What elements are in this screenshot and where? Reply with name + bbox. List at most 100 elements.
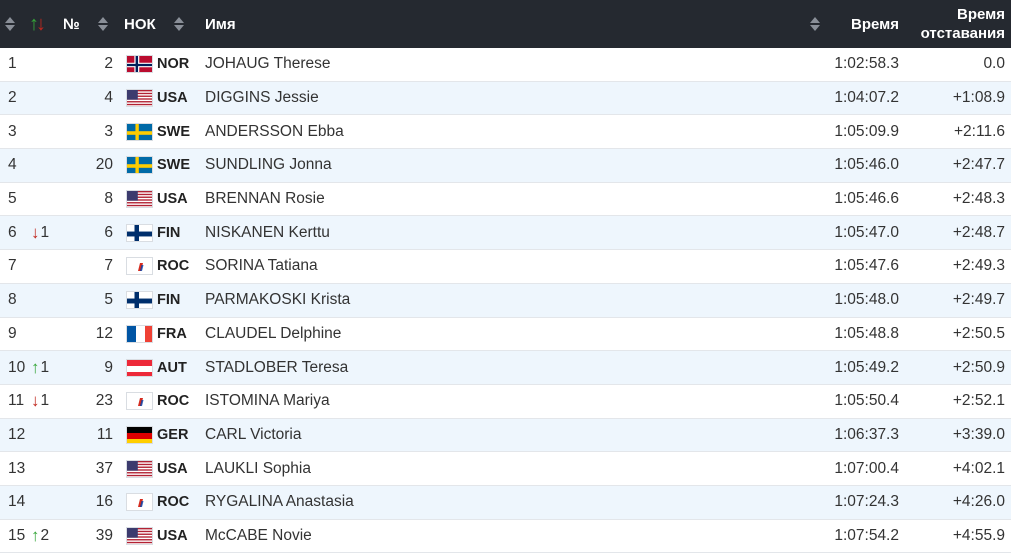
athlete-name-link[interactable]: STADLOBER Teresa: [205, 358, 349, 376]
rank-cell: 12: [8, 425, 26, 443]
arrow-down-icon: ↓: [31, 391, 40, 411]
time-cell: 1:05:09.9: [834, 122, 899, 140]
noc-cell: SWE: [157, 123, 191, 140]
time-cell: 1:07:00.4: [834, 459, 899, 477]
gap-cell: +2:49.7: [952, 291, 1005, 309]
sort-name-icon-button[interactable]: [810, 0, 820, 48]
athlete-name-link[interactable]: PARMAKOSKI Krista: [205, 291, 351, 309]
table-row[interactable]: 6 ↓ 1 6 FIN NISKANEN Kerttu 1:05:47.0 +2:48.7: [0, 216, 1011, 251]
time-cell: 1:06:37.3: [834, 425, 899, 443]
bib-cell: 2: [104, 55, 113, 73]
time-cell: 1:05:46.0: [834, 156, 899, 174]
athlete-name-link[interactable]: JOHAUG Therese: [205, 55, 331, 73]
rank-cell: 1: [8, 55, 17, 73]
bib-cell: 6: [104, 223, 113, 241]
time-header[interactable]: Время: [851, 0, 899, 48]
table-row[interactable]: 1 2 NOR JOHAUG Therese 1:02:58.3 0.0: [0, 48, 1011, 82]
athlete-name-link[interactable]: NISKANEN Kerttu: [205, 223, 330, 241]
sort-name-button[interactable]: Имя: [205, 0, 236, 48]
athlete-name-link[interactable]: RYGALINA Anastasia: [205, 493, 354, 511]
gap-cell: +2:49.3: [952, 257, 1005, 275]
table-row[interactable]: 12 11 GER CARL Victoria 1:06:37.3 +3:39.0: [0, 418, 1011, 453]
table-row[interactable]: 8 5 FIN PARMAKOSKI Krista 1:05:48.0 +2:49.7: [0, 283, 1011, 318]
gap-cell: +4:02.1: [952, 459, 1005, 477]
athlete-name-link[interactable]: SUNDLING Jonna: [205, 156, 332, 174]
table-row[interactable]: 3 3 SWE ANDERSSON Ebba 1:05:09.9 +2:11.6: [0, 115, 1011, 150]
noc-cell: FIN: [157, 224, 181, 241]
table-row[interactable]: 10 ↑ 1 9 AUT STADLOBER Teresa 1:05:49.2 +2:50.9: [0, 351, 1011, 385]
rank-cell: 5: [8, 190, 17, 208]
bib-cell: 20: [95, 156, 113, 174]
table-row[interactable]: 4 20 SWE SUNDLING Jonna 1:05:46.0 +2:47.7: [0, 149, 1011, 183]
time-cell: 1:05:47.6: [834, 257, 899, 275]
time-cell: 1:07:54.2: [834, 526, 899, 544]
gap-cell: +2:47.7: [952, 156, 1005, 174]
time-cell: 1:05:48.8: [834, 324, 899, 342]
gap-cell: +2:11.6: [954, 122, 1005, 140]
table-row[interactable]: 9 12 FRA CLAUDEL Delphine 1:05:48.8 +2:50.5: [0, 318, 1011, 352]
rank-change-value: 1: [40, 223, 50, 241]
flag-icon: [126, 149, 153, 182]
noc-cell: USA: [157, 460, 188, 477]
table-row[interactable]: 2 4 USA DIGGINS Jessie 1:04:07.2 +1:08.9: [0, 81, 1011, 116]
rank-cell: 3: [8, 122, 17, 140]
rank-change: ↓ 1: [31, 385, 49, 418]
bib-cell: 12: [95, 324, 113, 342]
time-cell: 1:02:58.3: [834, 55, 899, 73]
noc-cell: SWE: [157, 157, 191, 174]
gap-cell: +3:39.0: [952, 425, 1005, 443]
table-row[interactable]: 13 37 USA LAUKLI Sophia 1:07:00.4 +4:02.1: [0, 452, 1011, 486]
time-cell: 1:04:07.2: [834, 89, 899, 107]
noc-cell: ROC: [157, 393, 190, 410]
noc-cell: GER: [157, 426, 189, 443]
rank-change-value: 2: [40, 526, 50, 544]
athlete-name-link[interactable]: McCABE Novie: [205, 526, 312, 544]
athlete-name-link[interactable]: CARL Victoria: [205, 425, 302, 443]
sort-bib-button[interactable]: №: [63, 0, 108, 48]
table-row[interactable]: 11 ↓ 1 23 ROC ISTOMINA Mariya 1:05:50.4 +2:52.1: [0, 385, 1011, 419]
time-cell: 1:05:47.0: [834, 223, 899, 241]
bib-cell: 5: [104, 291, 113, 309]
gap-header[interactable]: Время отставания: [921, 0, 1005, 48]
table-row[interactable]: 7 7 ROC SORINA Tatiana 1:05:47.6 +2:49.3: [0, 250, 1011, 284]
gap-cell: +2:50.5: [952, 324, 1005, 342]
flag-icon: [126, 216, 153, 249]
gap-cell: +2:48.7: [952, 223, 1005, 241]
athlete-name-link[interactable]: BRENNAN Rosie: [205, 190, 325, 208]
table-row[interactable]: 14 16 ROC RYGALINA Anastasia 1:07:24.3 +4:26.…: [0, 485, 1011, 520]
table-row[interactable]: 5 8 USA BRENNAN Rosie 1:05:46.6 +2:48.3: [0, 183, 1011, 217]
athlete-name-link[interactable]: LAUKLI Sophia: [205, 459, 311, 477]
athlete-name-link[interactable]: ANDERSSON Ebba: [205, 122, 344, 140]
athlete-name-link[interactable]: SORINA Tatiana: [205, 257, 318, 275]
gap-cell: +4:55.9: [952, 526, 1005, 544]
sort-noc-button[interactable]: НОК: [124, 0, 184, 48]
rank-cell: 4: [8, 156, 17, 174]
noc-cell: FRA: [157, 325, 187, 342]
athlete-name-link[interactable]: CLAUDEL Delphine: [205, 324, 342, 342]
flag-icon: [126, 452, 153, 485]
bib-cell: 11: [96, 425, 113, 443]
flag-icon: [126, 250, 153, 283]
up-down-arrows-icon: ↑↓: [29, 12, 46, 35]
noc-cell: NOR: [157, 56, 190, 73]
noc-cell: ROC: [157, 258, 190, 275]
flag-icon: [126, 419, 153, 452]
change-column-header[interactable]: ↑↓: [29, 0, 46, 48]
rank-change: ↑ 1: [31, 351, 49, 384]
sort-icon: [5, 16, 15, 32]
noc-cell: USA: [157, 527, 188, 544]
noc-cell: FIN: [157, 292, 181, 309]
table-row[interactable]: 15 ↑ 2 39 USA McCABE Novie 1:07:54.2 +4:55.9: [0, 520, 1011, 553]
athlete-name-link[interactable]: ISTOMINA Mariya: [205, 392, 330, 410]
sort-rank-button[interactable]: [5, 0, 15, 48]
sort-icon: [173, 16, 184, 32]
rank-cell: 7: [8, 257, 17, 275]
noc-header-label: НОК: [124, 15, 156, 33]
flag-icon: [126, 183, 153, 216]
gap-cell: +2:52.1: [952, 392, 1005, 410]
rank-change-value: 1: [40, 358, 50, 376]
athlete-name-link[interactable]: DIGGINS Jessie: [205, 89, 319, 107]
gap-cell: +2:48.3: [952, 190, 1005, 208]
sort-icon: [810, 16, 820, 32]
gap-header-label-line2: отставания: [920, 25, 1005, 42]
